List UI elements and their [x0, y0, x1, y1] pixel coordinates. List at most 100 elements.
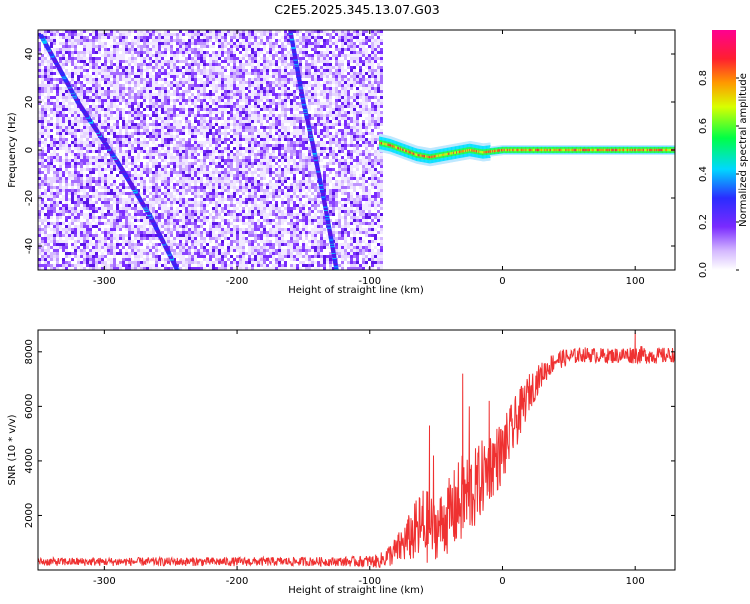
heat-cell: [233, 216, 236, 219]
heat-cell: [239, 210, 242, 213]
heat-cell: [179, 126, 182, 129]
heat-cell: [224, 186, 227, 189]
heat-cell: [41, 258, 44, 261]
heat-cell: [74, 180, 77, 183]
heat-cell: [128, 60, 131, 63]
heat-cell: [128, 111, 131, 114]
heat-cell: [44, 192, 47, 195]
heat-cell: [62, 141, 65, 144]
heat-cell: [44, 102, 47, 105]
heat-cell: [152, 132, 155, 135]
heat-cell: [89, 231, 92, 234]
heat-cell: [47, 75, 50, 78]
heat-cell: [257, 108, 260, 111]
heat-cell: [92, 192, 95, 195]
heat-cell: [38, 186, 41, 189]
heat-cell: [44, 174, 47, 177]
heat-cell: [155, 258, 158, 261]
heat-cell: [254, 222, 257, 225]
heat-cell: [257, 102, 260, 105]
heat-cell: [188, 99, 191, 102]
heat-cell: [218, 204, 221, 207]
heat-cell: [122, 57, 125, 60]
heat-cell: [107, 48, 110, 51]
heat-cell: [263, 63, 266, 66]
heat-cell: [65, 45, 68, 48]
heat-cell: [245, 213, 248, 216]
heat-cell: [143, 69, 146, 72]
heat-cell: [95, 231, 98, 234]
heat-cell: [71, 69, 74, 72]
heat-cell: [239, 153, 242, 156]
heat-cell: [227, 33, 230, 36]
heat-cell: [152, 120, 155, 123]
heat-cell: [80, 243, 83, 246]
heat-cell: [62, 264, 65, 267]
heat-cell: [110, 213, 113, 216]
heat-cell: [56, 72, 59, 75]
heat-cell: [38, 159, 41, 162]
heat-cell: [95, 240, 98, 243]
heat-cell: [146, 126, 149, 129]
heat-cell: [230, 267, 233, 270]
heat-cell: [191, 126, 194, 129]
heat-cell: [140, 237, 143, 240]
heat-cell: [137, 228, 140, 231]
heat-cell: [161, 264, 164, 267]
heat-cell: [143, 264, 146, 267]
heat-cell: [47, 237, 50, 240]
heat-cell: [86, 87, 89, 90]
heat-cell: [206, 156, 209, 159]
heat-cell: [200, 147, 203, 150]
heat-cell: [197, 108, 200, 111]
heat-cell: [140, 96, 143, 99]
heat-cell: [161, 45, 164, 48]
heat-cell: [128, 132, 131, 135]
heat-cell: [248, 228, 251, 231]
heat-cell: [38, 72, 41, 75]
heat-cell: [74, 171, 77, 174]
heat-cell: [236, 216, 239, 219]
heat-cell: [170, 192, 173, 195]
heat-cell: [263, 135, 266, 138]
heat-cell: [221, 162, 224, 165]
heat-cell: [158, 174, 161, 177]
heat-cell: [224, 129, 227, 132]
heat-cell: [143, 117, 146, 120]
heat-cell: [86, 246, 89, 249]
heat-cell: [68, 126, 71, 129]
heat-cell: [44, 204, 47, 207]
heat-cell: [215, 225, 218, 228]
heat-cell: [137, 201, 140, 204]
heat-cell: [179, 177, 182, 180]
heat-cell: [203, 120, 206, 123]
heat-cell: [233, 228, 236, 231]
heat-cell: [140, 126, 143, 129]
heat-cell: [68, 39, 71, 42]
heat-cell: [95, 87, 98, 90]
heat-cell: [125, 48, 128, 51]
heat-cell: [65, 156, 68, 159]
heat-cell: [215, 129, 218, 132]
heat-cell: [104, 198, 107, 201]
heat-cell: [62, 144, 65, 147]
heat-cell: [263, 60, 266, 63]
heat-cell: [191, 156, 194, 159]
heat-cell: [143, 36, 146, 39]
heat-cell: [191, 69, 194, 72]
heat-cell: [230, 159, 233, 162]
heat-cell: [173, 75, 176, 78]
heat-cell: [257, 48, 260, 51]
heat-cell: [242, 264, 245, 267]
heat-cell: [218, 96, 221, 99]
heat-cell: [128, 78, 131, 81]
heat-cell: [236, 96, 239, 99]
heat-cell: [191, 96, 194, 99]
heat-cell: [212, 183, 215, 186]
heat-cell: [155, 51, 158, 54]
heat-cell: [176, 225, 179, 228]
heat-cell: [230, 261, 233, 264]
heat-cell: [53, 153, 56, 156]
heat-cell: [143, 150, 146, 153]
heat-cell: [50, 138, 53, 141]
